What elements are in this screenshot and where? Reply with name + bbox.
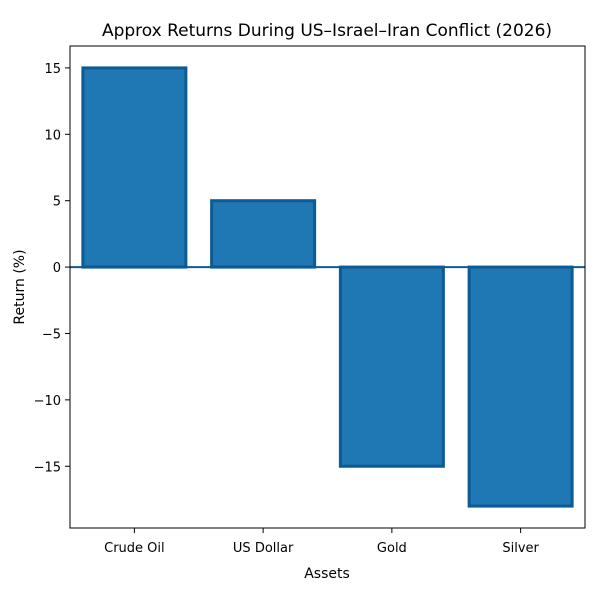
bar-crude-oil	[81, 66, 188, 269]
axes-frame	[69, 45, 586, 529]
bar-us-dollar	[210, 199, 317, 269]
x-tick-label: Gold	[377, 541, 407, 556]
chart-title: Approx Returns During US–Israel–Iran Con…	[102, 21, 552, 41]
y-tick-label: 0	[53, 261, 61, 276]
bar-gold	[338, 265, 445, 468]
y-tick-label: 10	[44, 128, 61, 143]
x-tick-label: US Dollar	[233, 541, 294, 556]
x-axis-label: Assets	[304, 566, 350, 582]
y-tick-label: −15	[34, 460, 61, 475]
plot-area: 15 10 5 0 −5 −10 −15 Crude Oil US Dollar Gold Silv…	[34, 45, 586, 556]
x-tick-label: Silver	[502, 541, 539, 556]
y-axis-label: Return (%)	[12, 249, 28, 324]
y-tick-label: −5	[42, 327, 61, 342]
y-tick-label: −10	[34, 394, 61, 409]
y-tick-label: 15	[44, 62, 61, 77]
y-tick-label: 5	[53, 195, 61, 210]
x-tick-label: Crude Oil	[104, 541, 165, 556]
bar-silver	[467, 265, 574, 508]
